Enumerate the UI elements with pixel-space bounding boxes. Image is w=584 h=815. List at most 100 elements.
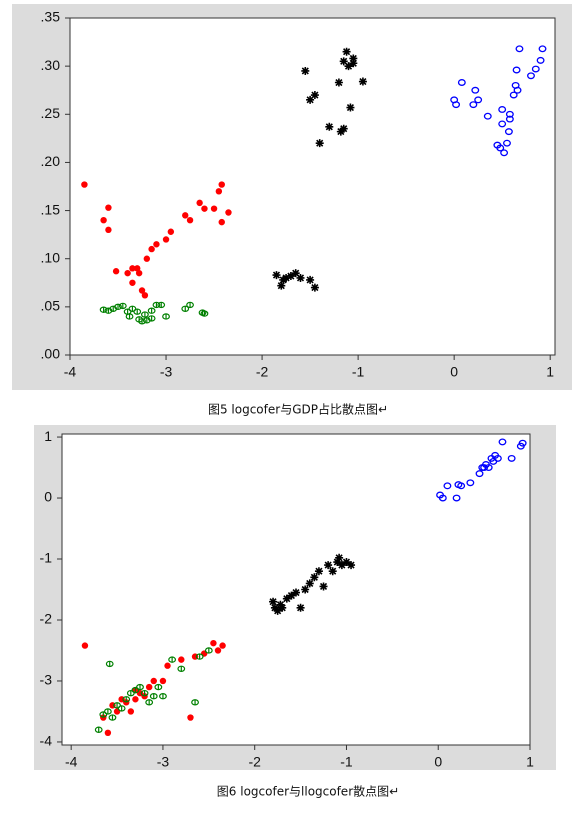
point xyxy=(474,96,483,104)
point xyxy=(136,683,144,691)
point xyxy=(135,269,143,277)
point xyxy=(105,204,112,211)
point xyxy=(503,139,511,147)
point xyxy=(122,696,131,703)
series xyxy=(269,553,356,615)
point xyxy=(81,181,88,188)
y-tick-label: .25 xyxy=(41,105,61,121)
point xyxy=(272,271,281,280)
point xyxy=(129,265,136,272)
point xyxy=(269,597,278,606)
point xyxy=(164,662,171,669)
series xyxy=(272,47,367,292)
point xyxy=(132,696,139,703)
point xyxy=(273,606,282,615)
point xyxy=(214,647,222,654)
point xyxy=(310,573,319,582)
point xyxy=(133,308,142,315)
point xyxy=(509,91,518,99)
point xyxy=(457,79,466,86)
point xyxy=(438,494,447,502)
point xyxy=(218,181,225,188)
point xyxy=(100,217,107,224)
x-tick-label: 0 xyxy=(450,364,458,380)
y-tick-label: .05 xyxy=(41,298,61,314)
point xyxy=(282,594,291,603)
x-tick-label: 1 xyxy=(546,364,554,380)
point xyxy=(292,588,300,597)
point xyxy=(162,236,170,243)
point xyxy=(105,660,114,668)
point xyxy=(150,677,157,685)
y-tick-label: .20 xyxy=(41,153,61,169)
point xyxy=(306,95,315,104)
plot-area xyxy=(69,17,556,356)
point xyxy=(159,693,167,700)
point xyxy=(154,683,163,691)
point xyxy=(498,438,507,446)
point xyxy=(218,218,225,226)
caption: 图6 logcofer与llogcofer散点图↵ xyxy=(217,784,399,799)
point xyxy=(282,273,291,282)
point xyxy=(531,65,540,73)
point xyxy=(496,144,505,152)
series xyxy=(99,301,209,325)
point xyxy=(118,302,127,310)
point xyxy=(195,653,204,660)
point xyxy=(301,66,310,75)
point xyxy=(186,217,194,224)
point xyxy=(178,656,185,663)
point xyxy=(99,306,108,313)
point xyxy=(147,307,156,314)
point xyxy=(191,699,199,706)
point xyxy=(452,494,461,502)
y-tick-label: .15 xyxy=(41,201,61,217)
point xyxy=(157,301,166,309)
point xyxy=(314,567,323,576)
point xyxy=(186,301,194,309)
x-tick-label: -3 xyxy=(160,364,173,380)
point xyxy=(505,115,514,123)
series xyxy=(436,438,527,502)
point xyxy=(149,693,158,700)
point xyxy=(301,585,310,594)
point xyxy=(471,86,480,94)
y-tick-label: -3 xyxy=(40,672,53,688)
point xyxy=(443,482,452,490)
point xyxy=(457,482,466,490)
point xyxy=(168,656,177,663)
point xyxy=(296,603,305,612)
point xyxy=(538,45,547,53)
point xyxy=(469,101,478,109)
point xyxy=(291,269,300,278)
point xyxy=(181,305,190,312)
y-tick-label: .10 xyxy=(41,249,61,265)
point xyxy=(339,57,348,66)
point xyxy=(346,103,355,112)
point xyxy=(475,470,484,478)
point xyxy=(512,66,521,74)
point xyxy=(287,591,296,600)
x-tick-label: -2 xyxy=(256,364,269,380)
point xyxy=(342,47,351,56)
point xyxy=(210,205,218,212)
y-tick-label: -1 xyxy=(40,550,53,566)
point xyxy=(141,292,149,299)
y-tick-label: -2 xyxy=(40,611,53,627)
point xyxy=(319,582,328,591)
point xyxy=(152,301,161,309)
point xyxy=(507,454,516,462)
y-tick-label: -4 xyxy=(40,733,53,749)
point xyxy=(337,561,346,570)
point xyxy=(143,255,151,262)
point xyxy=(310,91,319,100)
x-tick-label: -1 xyxy=(352,364,365,380)
point xyxy=(200,310,209,317)
point xyxy=(498,106,507,113)
point xyxy=(182,212,189,219)
y-tick-label: .30 xyxy=(41,57,61,73)
point xyxy=(81,642,89,649)
point xyxy=(162,313,170,320)
series xyxy=(94,647,213,733)
